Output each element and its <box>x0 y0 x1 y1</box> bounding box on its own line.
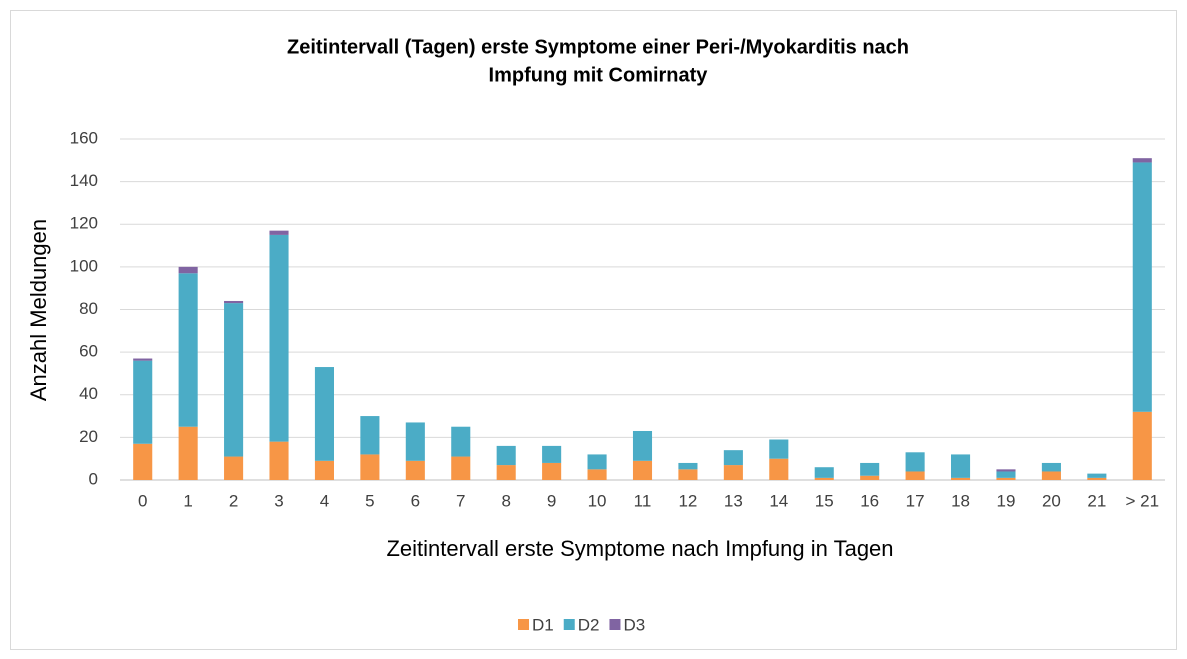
bar-segment <box>405 460 425 480</box>
bar-segment <box>224 303 244 457</box>
bar-segment <box>951 477 971 480</box>
y-tick-label: 120 <box>70 214 98 233</box>
bar-segment <box>1041 462 1061 472</box>
x-tick-label: 15 <box>815 491 834 510</box>
bar-segment <box>769 458 789 480</box>
y-tick-label: 160 <box>70 128 98 147</box>
y-tick-label: 0 <box>89 469 98 488</box>
x-axis-title: Zeitintervall erste Symptome nach Impfun… <box>386 536 893 561</box>
bar-segment <box>451 456 471 480</box>
chart-title: Impfung mit Comirnaty <box>489 64 709 86</box>
x-tick-label: 11 <box>634 491 652 510</box>
bar-segment <box>405 422 425 461</box>
legend-label: D2 <box>578 615 600 634</box>
y-tick-label: 20 <box>79 427 98 446</box>
y-tick-label: 100 <box>70 256 98 275</box>
x-tick-label: 8 <box>501 491 510 510</box>
bar-segment <box>996 477 1016 480</box>
y-tick-label: 40 <box>79 384 98 403</box>
x-tick-label: 16 <box>860 491 879 510</box>
x-tick-label: 14 <box>769 491 788 510</box>
bar-segment <box>542 462 562 480</box>
bar-segment <box>133 358 153 361</box>
x-tick-label: 3 <box>274 491 283 510</box>
bar-segment <box>678 469 698 480</box>
bar-segment <box>133 360 153 444</box>
x-tick-label: 4 <box>320 491 329 510</box>
x-tick-label: 2 <box>229 491 238 510</box>
x-tick-label: 19 <box>997 491 1016 510</box>
bar-segment <box>1041 471 1061 480</box>
bar-segment <box>269 230 289 235</box>
legend-swatch <box>518 619 529 630</box>
bar-segment <box>1087 473 1107 478</box>
legend-label: D3 <box>623 615 645 634</box>
bar-segment <box>314 460 334 480</box>
bar-segment <box>814 477 834 480</box>
x-tick-label: 1 <box>183 491 192 510</box>
x-tick-label: 13 <box>724 491 743 510</box>
x-tick-label: 6 <box>411 491 420 510</box>
bar-segment <box>224 456 244 480</box>
x-tick-label: 0 <box>138 491 147 510</box>
bar-segment <box>178 273 198 427</box>
bar-segment <box>542 445 562 463</box>
bar-segment <box>587 469 607 480</box>
bar-segment <box>1132 158 1152 163</box>
bar-segment <box>360 454 380 480</box>
y-tick-label: 80 <box>79 299 98 318</box>
bar-segment <box>996 469 1016 472</box>
x-tick-label: 10 <box>588 491 607 510</box>
bar-segment <box>860 475 880 480</box>
bar-segment <box>905 452 925 472</box>
bar-segment <box>814 467 834 478</box>
bar-segment <box>632 460 653 480</box>
bar-segment <box>178 426 198 480</box>
x-tick-label: 7 <box>456 491 465 510</box>
x-tick-label: 9 <box>547 491 556 510</box>
legend-swatch <box>563 619 575 630</box>
x-tick-label: > 21 <box>1126 491 1160 510</box>
bar-segment <box>723 465 743 480</box>
bar-segment <box>133 443 153 480</box>
bar-segment <box>996 471 1016 478</box>
x-tick-label: 17 <box>906 491 925 510</box>
bar-segment <box>224 300 244 304</box>
bar-segment <box>269 234 289 442</box>
bar-segment <box>269 441 289 480</box>
bar-segment <box>496 445 516 466</box>
legend-label: D1 <box>532 615 554 634</box>
x-tick-label: 21 <box>1087 491 1106 510</box>
bar-segment <box>587 454 607 470</box>
bar-segment <box>1132 411 1152 480</box>
bar-segment <box>451 426 471 457</box>
y-tick-label: 60 <box>79 342 98 361</box>
x-tick-label: 12 <box>678 491 697 510</box>
bar-segment <box>360 416 380 455</box>
bar-segment <box>723 450 743 466</box>
bar-segment <box>314 367 334 461</box>
bar-segment <box>1132 162 1152 412</box>
bar-segment <box>860 462 880 476</box>
y-tick-label: 140 <box>70 171 98 190</box>
y-axis-title: Anzahl Meldungen <box>26 219 51 401</box>
chart-title: Zeitintervall (Tagen) erste Symptome ein… <box>287 36 909 58</box>
chart-frame <box>10 10 1177 650</box>
x-tick-label: 20 <box>1042 491 1061 510</box>
bar-segment <box>951 454 971 478</box>
bar-segment <box>178 266 198 274</box>
bar-segment <box>496 465 516 480</box>
bar-segment <box>678 462 698 470</box>
bar-segment <box>1087 477 1107 480</box>
x-tick-label: 18 <box>951 491 970 510</box>
bar-segment <box>769 439 789 459</box>
bar-segment <box>632 430 653 461</box>
bar-segment <box>905 471 925 480</box>
x-tick-label: 5 <box>365 491 374 510</box>
legend-swatch <box>609 619 621 630</box>
